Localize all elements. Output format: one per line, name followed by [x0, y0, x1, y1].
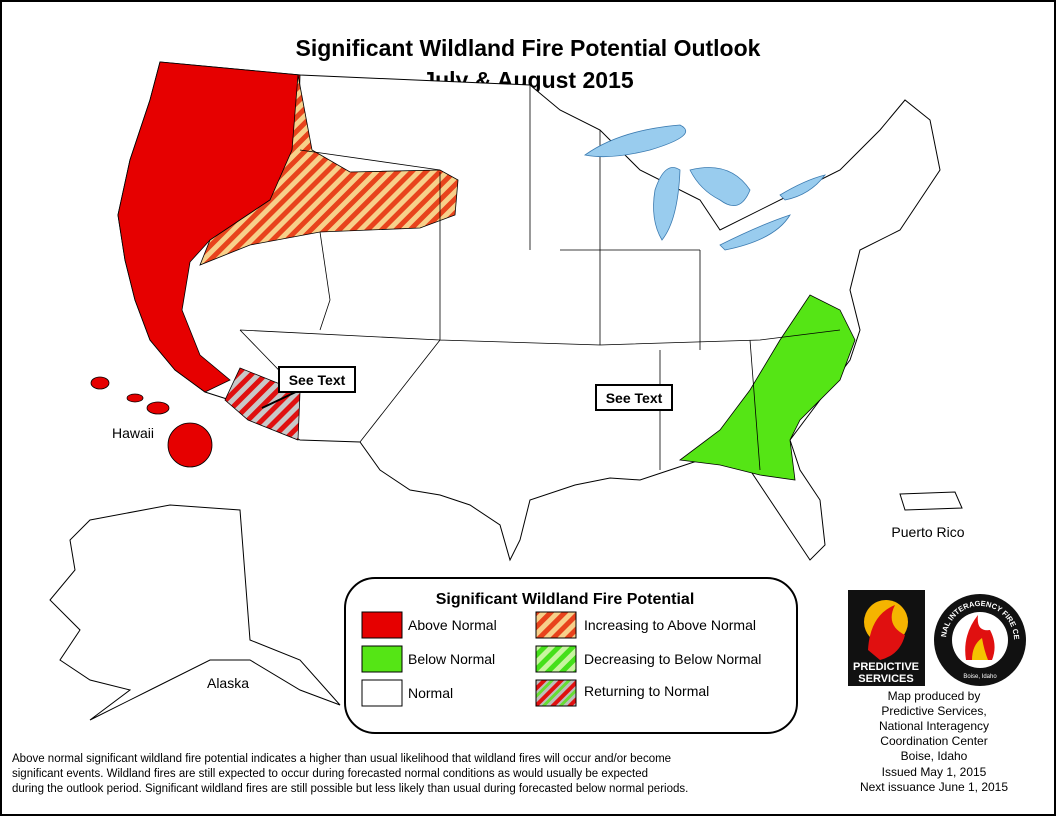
- callout-box: [595, 384, 673, 411]
- below-normal-area: [678, 294, 856, 481]
- callout-box: [278, 366, 356, 393]
- predictive-services-logo: PREDICTIVE SERVICES: [848, 590, 925, 686]
- map-label: Hawaii: [112, 425, 154, 441]
- legend-swatch: [361, 611, 403, 639]
- alaska: [49, 504, 341, 721]
- legend-swatch: [361, 679, 403, 707]
- map: [49, 61, 963, 721]
- map-label: Alaska: [207, 675, 249, 691]
- credit-line: Next issuance June 1, 2015: [860, 780, 1008, 794]
- credit-line: Coordination Center: [880, 734, 987, 748]
- logo-text: Boise, Idaho: [963, 674, 997, 680]
- credit-line: Map produced by: [888, 689, 981, 703]
- map-label: Puerto Rico: [891, 524, 964, 540]
- credit-line: Boise, Idaho: [901, 749, 968, 763]
- legend-label: Above Normal: [408, 617, 497, 633]
- credit-line: Predictive Services,: [881, 704, 986, 718]
- footnote: Above normal significant wildland fire p…: [12, 753, 688, 795]
- footnote-line: during the outlook period. Significant w…: [12, 783, 688, 795]
- state-lines: [239, 85, 841, 471]
- legend-swatch: [361, 645, 403, 673]
- hawaii-islands: [90, 376, 213, 468]
- great-lakes: [584, 124, 826, 251]
- callout: See Text: [606, 390, 663, 406]
- puerto-rico: [899, 491, 963, 511]
- legend-swatch: [535, 611, 577, 639]
- callout: See Text: [289, 372, 346, 388]
- footnote-line: significant events. Wildland fires are s…: [12, 768, 648, 780]
- legend: Significant Wildland Fire Potential Abov…: [344, 577, 798, 734]
- footnote-line: Above normal significant wildland fire p…: [12, 753, 671, 765]
- credit-line: Issued May 1, 2015: [882, 765, 987, 779]
- legend-swatch: [535, 645, 577, 673]
- legend-label: Decreasing to Below Normal: [584, 651, 761, 667]
- legend-label: Normal: [408, 685, 453, 701]
- legend-label: Increasing to Above Normal: [584, 617, 756, 633]
- legend-title: Significant Wildland Fire Potential: [436, 591, 695, 608]
- logo-text: PREDICTIVE: [853, 661, 919, 673]
- credits: Map produced by Predictive Services, Nat…: [860, 689, 1008, 794]
- logo-text: SERVICES: [858, 673, 913, 685]
- legend-label: Below Normal: [408, 651, 495, 667]
- legend-swatch: [535, 679, 577, 707]
- legend-label: Returning to Normal: [584, 683, 709, 699]
- credit-line: National Interagency: [879, 719, 989, 733]
- title: Significant Wildland Fire Potential Outl…: [296, 35, 761, 61]
- increasing-area: [199, 74, 459, 266]
